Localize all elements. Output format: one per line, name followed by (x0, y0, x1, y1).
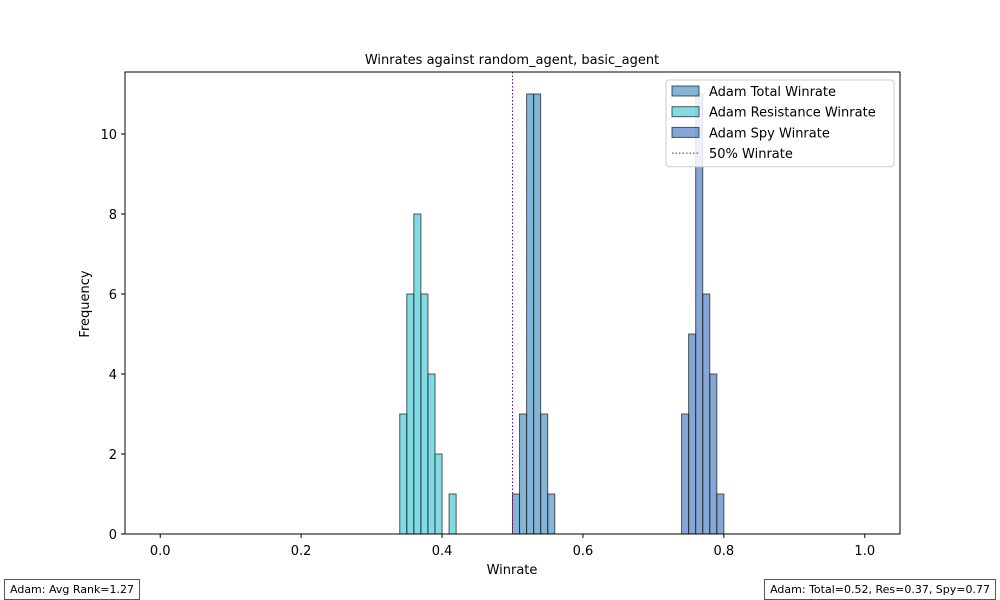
x-axis-ticks: 0.0 0.2 0.4 0.6 0.8 1.0 (150, 534, 875, 559)
x-tick-label: 0.6 (573, 544, 594, 559)
x-tick-label: 0.2 (291, 544, 312, 559)
legend-label: Adam Total Winrate (709, 85, 836, 100)
y-tick-label: 0 (109, 528, 117, 543)
y-tick-label: 8 (109, 208, 117, 223)
histogram-bar (427, 373, 436, 535)
legend-label: 50% Winrate (709, 147, 793, 162)
y-tick-label: 4 (109, 368, 117, 383)
y-tick-label: 6 (109, 288, 117, 303)
x-tick-label: 0.4 (432, 544, 453, 559)
histogram-bar (709, 373, 718, 535)
histogram-bar (420, 293, 429, 535)
plot-frame (124, 71, 901, 535)
chart-title: Winrates against random_agent, basic_age… (365, 53, 659, 68)
x-axis-label: Winrate (487, 563, 538, 578)
histogram-bar (716, 493, 725, 535)
histogram-bar (406, 293, 415, 535)
histogram-bar (512, 493, 521, 535)
histogram-bar (519, 413, 528, 535)
x-tick-label: 0.8 (714, 544, 735, 559)
y-axis-label: Frequency (78, 270, 93, 337)
histogram-bar (681, 413, 690, 535)
legend: Adam Total Winrate Adam Resistance Winrat… (665, 79, 895, 168)
legend-box (665, 79, 895, 168)
y-axis-ticks: 0 2 4 6 8 10 (100, 128, 125, 543)
histogram-bar (540, 413, 549, 535)
histogram-bar (434, 453, 443, 535)
legend-swatch (671, 126, 700, 138)
y-tick-label: 10 (100, 128, 117, 143)
x-tick-label: 1.0 (854, 544, 875, 559)
histogram-bar (533, 93, 542, 535)
x-tick-label: 0.0 (150, 544, 171, 559)
histogram-bar (547, 493, 556, 535)
legend-swatch (671, 85, 700, 97)
winrate-summary-note: Adam: Total=0.52, Res=0.37, Spy=0.77 (764, 579, 996, 600)
histogram-bar (399, 413, 408, 535)
legend-label: Adam Resistance Winrate (709, 106, 876, 121)
avg-rank-note: Adam: Avg Rank=1.27 (4, 579, 141, 600)
histogram-bar (413, 213, 422, 535)
y-tick-label: 2 (109, 448, 117, 463)
histogram-bar (702, 293, 711, 535)
legend-label: Adam Spy Winrate (709, 126, 830, 141)
histogram-bar (526, 93, 535, 535)
histogram-bar (688, 333, 697, 535)
legend-swatch (671, 106, 700, 118)
histogram-bar (448, 493, 457, 535)
